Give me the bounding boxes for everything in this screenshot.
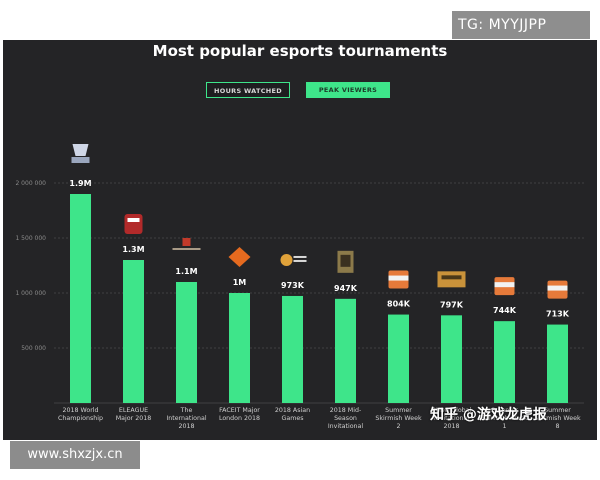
- y-tick-label: 500 000: [21, 345, 46, 352]
- x-tick-label: 2018 Asian: [275, 407, 310, 414]
- faceit-logo-icon: [228, 247, 251, 267]
- x-tick-label: FACEIT Major: [219, 407, 260, 414]
- bar: [388, 314, 409, 403]
- eleague-logo-icon: [127, 218, 140, 222]
- x-tick-label: 2018 World: [62, 407, 98, 414]
- bar: [229, 293, 250, 403]
- asian-games-logo-icon: [293, 259, 307, 262]
- asian-games-logo-icon: [280, 253, 293, 266]
- bar: [70, 194, 91, 403]
- x-tick-label: Summer: [385, 407, 412, 414]
- dota-logo-icon: [182, 238, 191, 246]
- peak-viewers-toggle[interactable]: PEAK VIEWERS: [306, 82, 390, 98]
- skirmish-logo-icon: [494, 282, 515, 288]
- x-tick-label: Championship: [58, 415, 103, 422]
- watermark-bottom: www.shxzjx.cn: [10, 441, 140, 469]
- eleague-logo-icon: [124, 214, 143, 234]
- x-tick-label: 1: [502, 423, 506, 430]
- bar: [494, 321, 515, 403]
- x-tick-label: International: [166, 415, 206, 422]
- x-tick-label: Skirmish Week: [534, 415, 581, 422]
- bar: [282, 295, 303, 403]
- data-label: 744K: [493, 306, 517, 315]
- asian-games-logo-icon: [293, 255, 307, 258]
- skirmish-logo-icon: [388, 275, 409, 281]
- data-label: 804K: [387, 300, 411, 309]
- bar: [547, 324, 568, 403]
- y-tick-label: 1 000 000: [15, 290, 46, 297]
- x-tick-label: Season: [334, 415, 357, 422]
- hours-watched-toggle[interactable]: HOURS WATCHED: [206, 82, 290, 98]
- bar: [441, 315, 462, 403]
- data-label: 797K: [440, 300, 464, 309]
- y-tick-label: 1 500 000: [15, 235, 46, 242]
- x-tick-label: Invitational: [434, 415, 470, 422]
- x-tick-label: Summer: [491, 407, 518, 414]
- x-tick-label: 2018: [443, 423, 459, 430]
- x-tick-label: PUBG Global: [432, 407, 472, 414]
- watermark-zhihu: 知乎 @游戏龙虎报: [430, 407, 547, 423]
- x-tick-label: Invitational: [328, 423, 364, 430]
- x-tick-label: Summer: [544, 407, 571, 414]
- pubg-logo-icon: [441, 275, 462, 280]
- data-label: 713K: [546, 310, 570, 319]
- watermark-top: TG: MYYJJPP: [452, 11, 590, 39]
- data-label: 1.3M: [122, 245, 144, 254]
- x-tick-label: Skirmish Week: [375, 415, 422, 422]
- data-label: 947K: [334, 284, 358, 293]
- data-label: 1.9M: [69, 179, 91, 188]
- msi-logo-icon: [340, 254, 351, 267]
- bar: [176, 282, 197, 403]
- x-tick-label: 2018: [178, 423, 194, 430]
- x-tick-label: ELEAGUE: [119, 407, 148, 414]
- trophy-logo-icon: [72, 144, 89, 156]
- x-tick-label: Major 2018: [116, 415, 152, 422]
- bar: [123, 260, 144, 403]
- x-tick-label: The: [180, 407, 193, 414]
- data-label: 1.1M: [175, 267, 197, 276]
- x-tick-label: Skirmish Week: [481, 415, 528, 422]
- x-tick-label: 8: [555, 423, 559, 430]
- chart-title: Most popular esports tournaments: [152, 42, 448, 60]
- dota-logo-icon: [172, 248, 201, 250]
- bar: [335, 298, 356, 403]
- data-label: 1M: [233, 278, 247, 287]
- skirmish-logo-icon: [547, 285, 568, 291]
- trophy-logo-icon: [71, 157, 90, 163]
- x-tick-label: 2: [396, 423, 400, 430]
- x-tick-label: London 2018: [219, 415, 260, 422]
- x-tick-label: Games: [281, 415, 303, 422]
- x-tick-label: 2018 Mid-: [330, 407, 361, 414]
- data-label: 973K: [281, 281, 305, 290]
- y-tick-label: 2 000 000: [15, 180, 46, 187]
